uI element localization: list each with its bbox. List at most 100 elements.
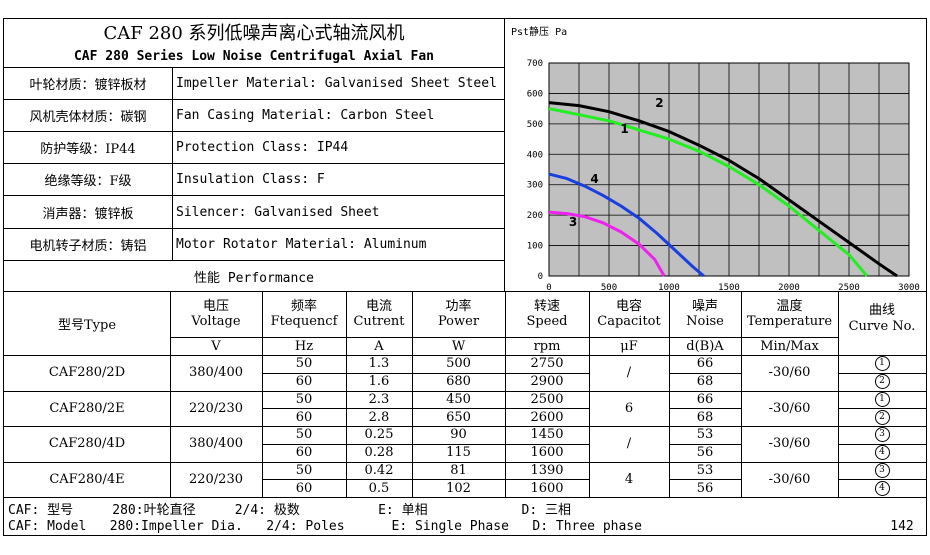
row-current: 1.6 xyxy=(368,374,390,390)
header-en: Temperature xyxy=(746,313,833,329)
row-noise: 56 xyxy=(696,480,714,496)
model-type: CAF280/4D xyxy=(48,436,126,452)
curve-number: 2 xyxy=(874,409,890,425)
row-power: 81 xyxy=(450,462,467,478)
header-en: Cutrent xyxy=(353,313,405,329)
rule-v xyxy=(669,291,670,498)
rule-h xyxy=(4,228,504,229)
row-speed: 2750 xyxy=(530,356,564,372)
y-tick-label: 500 xyxy=(527,120,543,130)
curve-2 xyxy=(548,101,898,278)
row-frequency: 60 xyxy=(295,445,313,461)
row-power: 650 xyxy=(446,409,471,425)
rule-h xyxy=(4,163,504,164)
header-cn: 电压 xyxy=(202,298,229,314)
header-en: Speed xyxy=(526,313,568,329)
row-frequency: 50 xyxy=(295,391,313,407)
y-tick-label: 200 xyxy=(527,211,543,221)
rule-v xyxy=(172,67,173,261)
row-curve: 3 xyxy=(838,426,926,444)
header-en: Power xyxy=(437,313,480,329)
document-frame xyxy=(3,18,927,536)
material-label: 叶轮材质：镀锌板材 xyxy=(29,77,147,93)
header-cn: 转速 xyxy=(533,298,560,314)
row-current: 1.3 xyxy=(368,356,390,372)
x-tick-label: 1500 xyxy=(718,283,740,291)
header-unit: A xyxy=(374,338,384,354)
material-value: Protection Class: IP44 xyxy=(176,139,349,155)
row-curve: 2 xyxy=(838,373,926,391)
rule-h xyxy=(4,426,926,427)
row-frequency: 60 xyxy=(295,480,313,496)
model-temperature: -30/60 xyxy=(768,436,811,452)
model-voltage: 380/400 xyxy=(188,365,243,381)
row-power: 90 xyxy=(450,427,467,443)
performance-chart: 0 100 200 300 400 500 600 700 0 500 1000 1500 2000 25… xyxy=(505,19,926,303)
rule-h xyxy=(669,443,741,445)
model-capacitor: 4 xyxy=(624,471,634,487)
y-tick-label: 100 xyxy=(527,242,543,252)
x-tick-label: 2500 xyxy=(838,283,860,291)
curve-label: 4 xyxy=(590,172,598,186)
material-label: 电机转子材质：铸铝 xyxy=(29,238,147,254)
row-speed: 2600 xyxy=(530,409,564,425)
row-curve: 4 xyxy=(838,479,926,497)
title-cn: CAF 280 系列低噪声离心式轴流风机 xyxy=(103,23,405,44)
rule-h xyxy=(669,408,741,410)
row-curve: 1 xyxy=(838,355,926,373)
row-current: 2.3 xyxy=(368,391,390,407)
y-tick-label: 0 xyxy=(538,272,543,282)
material-value: Fan Casing Material: Carbon Steel xyxy=(176,107,435,123)
rule-h xyxy=(669,479,741,481)
header-cn: 电容 xyxy=(615,298,642,314)
rule-h xyxy=(838,443,926,445)
page-number: 142 xyxy=(890,519,914,534)
row-current: 0.25 xyxy=(364,427,394,443)
model-capacitor: / xyxy=(626,436,632,452)
rule-h xyxy=(4,461,926,463)
row-frequency: 60 xyxy=(295,374,313,390)
rule-v xyxy=(926,291,927,499)
model-voltage: 380/400 xyxy=(188,436,243,452)
material-label: 风机壳体材质：碳钢 xyxy=(29,109,147,125)
material-label: 绝缘等级：F级 xyxy=(44,173,132,189)
row-current: 0.28 xyxy=(364,445,394,461)
header-en: Ftequencf xyxy=(270,313,338,329)
header-unit: d(B)A xyxy=(686,338,724,354)
rule-h xyxy=(4,260,504,261)
legend-en: CAF: Model 280:Impeller Dia. 2/4: Poles … xyxy=(8,519,642,534)
material-value: Silencer: Galvanised Sheet xyxy=(176,204,380,220)
rule-h xyxy=(262,443,589,445)
rule-v xyxy=(838,291,839,498)
row-frequency: 50 xyxy=(295,356,313,372)
model-capacitor: / xyxy=(626,365,632,381)
rule-h xyxy=(170,337,838,338)
rule-h xyxy=(262,479,589,481)
row-noise: 53 xyxy=(696,462,714,478)
row-noise: 56 xyxy=(696,445,714,461)
row-frequency: 60 xyxy=(295,409,313,425)
model-voltage: 220/230 xyxy=(188,471,243,487)
x-tick-label: 3000 xyxy=(898,283,920,291)
header-en: Voltage xyxy=(191,313,241,329)
row-noise: 68 xyxy=(696,374,714,390)
rule-h xyxy=(4,291,926,292)
curve-1 xyxy=(548,107,869,277)
rule-h xyxy=(262,408,589,410)
rule-h xyxy=(838,479,926,481)
row-noise: 53 xyxy=(696,427,714,443)
rule-h xyxy=(4,497,926,498)
curve-number: 1 xyxy=(874,391,890,407)
row-current: 2.8 xyxy=(368,409,390,425)
header-cn: 噪声 xyxy=(691,298,718,314)
rule-h xyxy=(4,131,504,132)
x-tick-label: 2000 xyxy=(778,283,800,291)
header-unit: V xyxy=(211,338,221,354)
curve-number: 3 xyxy=(874,427,890,443)
x-tick-label: 1000 xyxy=(658,283,680,291)
material-value: Motor Rotator Material: Aluminum xyxy=(176,236,427,252)
x-tick-label: 500 xyxy=(601,283,617,291)
curve-number: 4 xyxy=(874,480,890,496)
header-cn: 温度 xyxy=(776,298,803,314)
row-curve: 4 xyxy=(838,444,926,462)
